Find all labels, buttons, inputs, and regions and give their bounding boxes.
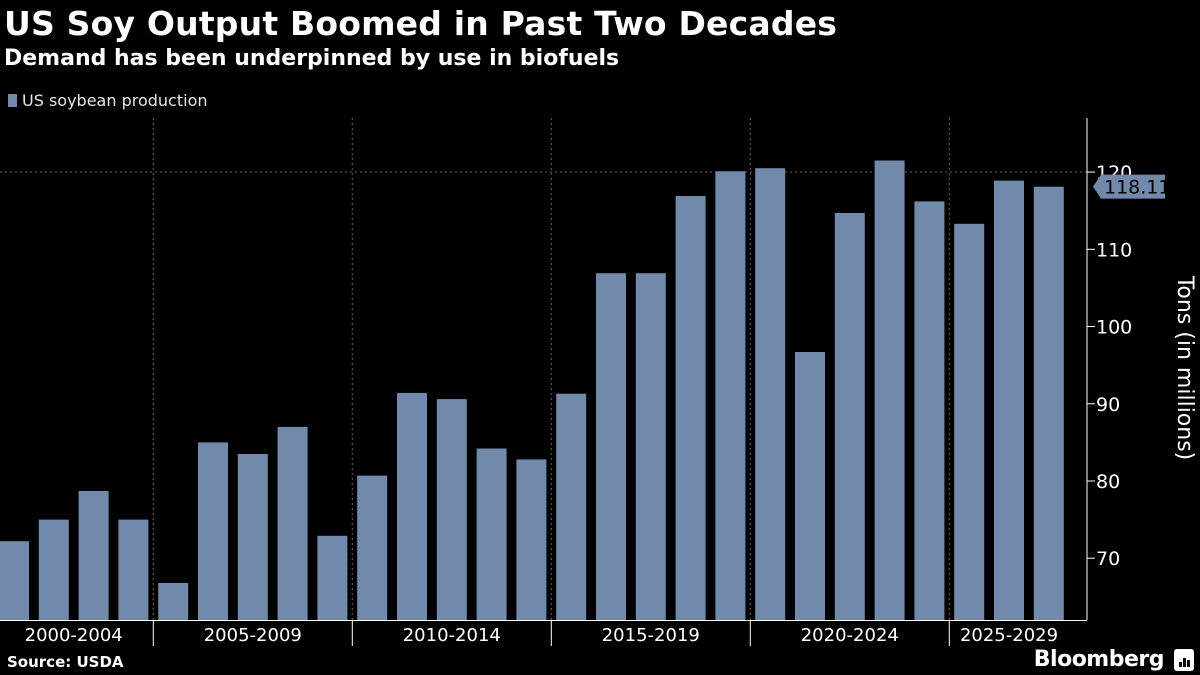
bar-7 [277,426,308,620]
x-group-label-2005-2009: 2005-2009 [204,625,302,646]
bar-2 [78,491,109,620]
bar-16 [635,273,666,620]
bar-5 [198,442,228,620]
bar-25 [994,180,1024,620]
bar-15 [596,273,626,620]
y-axis-label: Tons (in millions) [1172,275,1197,461]
x-group-label-2020-2024: 2020-2024 [801,625,899,646]
axes [0,118,1088,621]
bar-20 [795,352,825,620]
y-tick-label-100: 100 [1096,317,1132,339]
x-group-label-2000-2004: 2000-2004 [25,625,123,646]
bar-23 [914,201,945,620]
bloomberg-chart-icon [1174,649,1194,671]
bar-12 [476,448,507,620]
bar-1 [38,519,69,620]
bar-13 [516,459,547,620]
bar-series [0,160,1064,621]
bar-17 [675,196,706,620]
vertical-gridlines [0,118,1087,620]
y-tick-label-90: 90 [1096,394,1120,416]
bar-19 [755,168,786,620]
x-group-label-2010-2014: 2010-2014 [403,625,501,646]
bar-9 [357,475,388,620]
chart-subtitle: Demand has been underpinned by use in bi… [4,46,620,71]
brand-logo-text: Bloomberg [1033,647,1165,672]
legend-swatch [8,94,17,107]
x-group-label-2015-2019: 2015-2019 [602,625,700,646]
legend: US soybean production [8,91,208,110]
y-tick-label-110: 110 [1096,239,1132,261]
bar-22 [874,160,905,620]
x-axis-groups: 2000-2004 2005-2009 2010-2014 2015-2019 2020… [25,620,1058,646]
bar-3 [118,519,149,620]
legend-label: US soybean production [22,91,208,110]
bar-26 [1033,186,1064,620]
bar-18 [715,171,746,621]
y-tick-label-70: 70 [1096,548,1120,570]
bar-11 [436,399,467,620]
bar-14 [556,393,587,620]
chart-title: US Soy Output Boomed in Past Two Decades [4,4,838,43]
source-note: Source: USDA [7,653,124,671]
last-value-tag [1093,174,1165,199]
x-group-label-2025-2029: 2025-2029 [960,625,1058,646]
bar-24 [954,223,985,621]
last-value-callout: 118.11 [1093,174,1170,199]
bar-10 [397,392,427,620]
bar-6 [237,454,268,620]
bar-0 [0,541,29,620]
bar-8 [317,535,348,620]
last-value-label: 118.11 [1104,177,1170,199]
bar-21 [834,213,865,620]
bar-4 [158,582,189,620]
y-tick-label-80: 80 [1096,471,1120,493]
